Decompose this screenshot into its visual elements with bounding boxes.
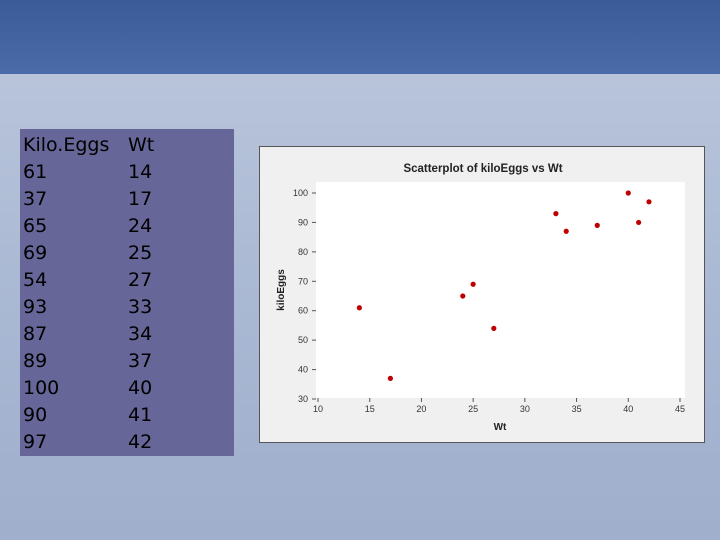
table-cell-wt: 33 [128,296,153,318]
data-point [356,305,362,311]
x-tick-label: 40 [623,404,633,414]
chart-title: Scatterplot of kiloEggs vs Wt [403,163,562,175]
data-point [491,325,497,331]
data-point [646,199,652,205]
y-tick-label: 80 [298,247,308,257]
y-axis-ticks: 30 40 50 60 70 80 90 100 [293,188,316,404]
table-cell-kiloeggs: 89 [23,350,48,372]
x-tick-label: 35 [572,404,582,414]
x-axis-ticks: 10 15 20 25 30 35 40 45 [313,398,685,414]
x-tick-label: 45 [675,404,685,414]
y-axis-label: kiloEggs [276,269,287,311]
y-tick-label: 40 [298,365,308,375]
table-cell-kiloeggs: 100 [23,377,60,399]
data-point [387,375,393,381]
table-cell-wt: 40 [128,377,153,399]
table-cell-wt: 37 [128,350,153,372]
scatterplot-svg: Scatterplot of kiloEggs vs Wt Wt kiloEgg… [260,147,704,442]
x-tick-label: 20 [416,404,426,414]
y-tick-label: 90 [298,217,308,227]
data-point [625,190,631,196]
y-tick-label: 100 [293,188,308,198]
scatterplot-chart: Scatterplot of kiloEggs vs Wt Wt kiloEgg… [259,146,705,443]
table-cell-kiloeggs: 54 [23,269,48,291]
data-point [460,293,466,299]
x-tick-label: 10 [313,404,323,414]
y-tick-label: 70 [298,276,308,286]
table-cell-kiloeggs: 69 [23,242,48,264]
data-point [563,228,569,234]
y-tick-label: 50 [298,335,308,345]
table-cell-kiloeggs: 61 [23,161,48,183]
table-header: Wt [128,134,155,156]
data-point [636,219,642,226]
data-point [553,211,559,217]
x-tick-label: 15 [365,404,375,414]
data-point [470,281,476,287]
y-tick-label: 60 [298,306,308,316]
x-tick-label: 25 [468,404,478,414]
y-tick-label: 30 [298,394,308,404]
table-cell-wt: 42 [128,431,153,453]
title-band [0,0,720,74]
table-cell-kiloeggs: 65 [23,215,48,237]
table-cell-wt: 25 [128,242,153,264]
plot-area [316,182,685,398]
data-points [356,190,652,381]
table-header: Kilo.Eggs [23,134,110,156]
table-cell-wt: 17 [128,188,153,210]
table-cell-wt: 27 [128,269,153,291]
table-cell-kiloeggs: 37 [23,188,48,210]
x-axis-label: Wt [494,422,507,433]
data-point [594,222,600,228]
x-tick-label: 30 [520,404,530,414]
table-cell-wt: 34 [128,323,153,345]
table-cell-kiloeggs: 90 [23,404,48,426]
table-cell-kiloeggs: 93 [23,296,48,318]
table-cell-kiloeggs: 97 [23,431,48,453]
table-cell-kiloeggs: 87 [23,323,48,345]
table-cell-wt: 24 [128,215,153,237]
table-cell-wt: 14 [128,161,153,183]
data-table: Kilo.Eggs Wt 61 14 37 17 65 24 69 25 54 27 93 33 87 34 8… [20,129,234,456]
table-cell-wt: 41 [128,404,153,426]
